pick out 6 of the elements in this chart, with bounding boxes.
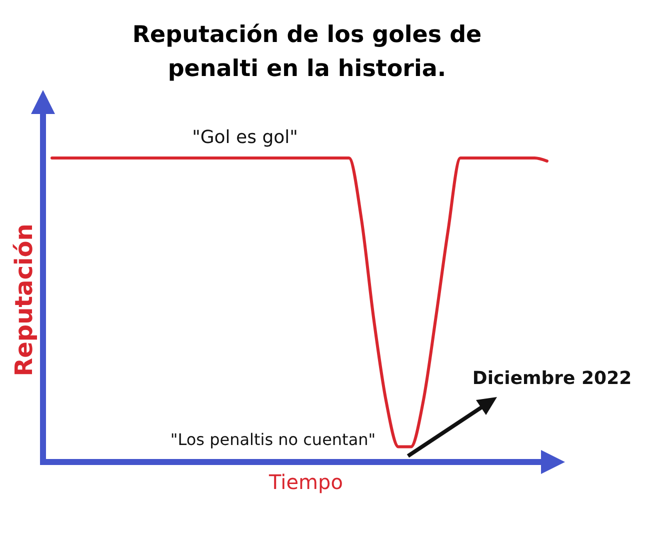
annotation: Diciembre 2022 (472, 368, 632, 389)
text: "Gol es gol" (192, 127, 298, 148)
y-axis-title: Reputación (10, 224, 38, 376)
chart-title: Reputación de los goles de penalti en la historia. (132, 22, 482, 82)
x-axis-title: Tiempo (268, 470, 343, 494)
annotation: "Los penaltis no cuentan" (170, 430, 376, 449)
